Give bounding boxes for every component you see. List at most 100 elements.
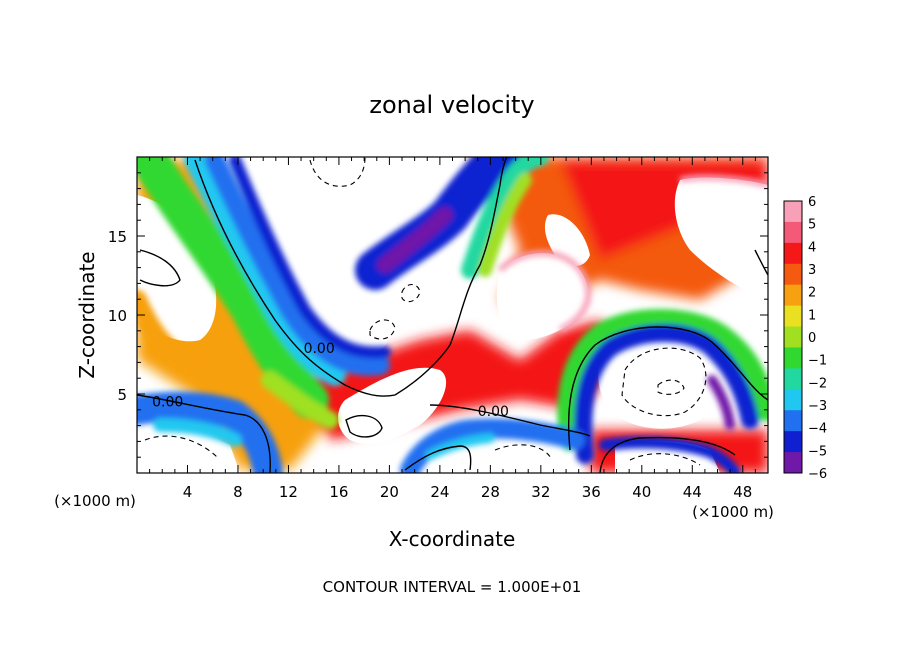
contour-zero-bottom [404,445,472,471]
white-left [137,195,217,342]
contour-dash-top [309,157,366,187]
x-tick-label: 36 [582,483,601,501]
colorbar-swatch [784,221,802,244]
colorbar-frame [783,200,803,474]
x-unit-left: (×1000 m) [54,492,136,510]
x-axis-label: X-coordinate [389,527,516,551]
white-center-lower [338,367,447,445]
contour-zero-center [394,157,508,396]
halos [497,174,768,333]
x-tick-label: 20 [380,483,399,501]
colorbar-swatch [784,263,802,286]
x-unit-right: (×1000 m) [692,503,774,521]
colorbar-label: −2 [808,376,827,391]
band-navy-left [229,157,391,359]
contours [137,157,768,473]
chart-title: zonal velocity [369,91,534,119]
band-jet-cyan [461,157,549,279]
x-tick-label: 8 [233,483,243,501]
contour-labels: 0.00 0.00 0.00 [152,341,509,420]
contour-zero-left [194,159,396,397]
plot-area: 0.00 0.00 0.00 [137,157,768,473]
y-axis-label: Z-coordinate [75,251,99,378]
band-blue-left [205,157,390,376]
colorbar-label: −4 [808,422,827,437]
x-tick-label: 40 [632,483,651,501]
contour-dash-center-1 [369,319,396,340]
y-tick-label: 15 [108,228,127,246]
colorbar-label: 2 [808,286,816,301]
colorbar-swatch [784,410,802,432]
contour-label: 0.00 [478,404,509,420]
y-tick-label: 10 [108,307,127,325]
contour-dash-loop-inner [657,379,685,395]
colorbar-label: 6 [808,195,816,210]
contour-zero-lower [429,404,591,437]
contour-zero-loop [567,326,768,451]
colorbar-swatch [784,389,802,411]
halo-center-right [497,250,592,333]
colorbar-label: −5 [808,444,827,459]
colorbar-label: 5 [808,218,816,233]
colorbar-label: −6 [808,467,827,482]
colorbar-swatch [784,452,802,474]
saturated-regions [137,157,768,473]
band-bottom-right-blue [599,436,741,473]
colorbar-swatch [784,284,802,307]
contour-label: 0.00 [304,341,335,357]
band-lower-center-blue [400,418,585,473]
contour-small-1 [139,249,181,287]
contour-dash-center-2 [401,283,421,303]
footer-contour-interval: CONTOUR INTERVAL = 1.000E+01 [323,578,582,596]
colorbar-label: −1 [808,354,827,369]
contour-small-2 [754,249,768,276]
y-tick-label: 5 [117,386,127,404]
white-right-upper [674,177,768,300]
band-jet-purple [377,207,453,273]
contour-zero-left-low [137,394,271,473]
white-right-loop [598,331,723,429]
x-tick-label: 24 [430,483,449,501]
band-green-left [137,157,329,419]
contour-dash-bottom-right [629,453,701,466]
band-loop-purple [707,375,735,430]
x-tick-label: 12 [279,483,298,501]
colorbar-swatch [784,326,802,348]
x-tick-label: 44 [683,483,702,501]
x-tick-label: 4 [183,483,193,501]
colorbar-swatch [784,305,802,328]
colorbar-swatch [784,431,802,453]
x-tick-label: 28 [481,483,500,501]
bands [137,157,768,473]
x-tick-label: 16 [329,483,348,501]
white-center-right [496,253,589,340]
contour-dash-loop [621,347,707,417]
band-loop-blue [574,324,759,464]
colorbar-swatch [784,201,802,223]
contour-bottom-right [599,436,736,473]
contour-label: 0.00 [152,395,183,411]
colorbar: 6 5 4 3 2 1 0 −1 −2 −3 −4 −5 −6 [783,195,827,482]
band-cyan-left [184,157,346,386]
halo-upper-right [679,174,768,188]
colorbar-label: 1 [808,308,816,323]
band-center-green [261,371,339,429]
contour-dash-bottom-left [144,435,219,459]
colorbar-label: −3 [808,399,827,414]
band-left-edge [137,290,195,370]
band-lower-blue [137,391,283,473]
colorbar-swatch [784,368,802,390]
colorbar-label: 0 [808,331,816,346]
contour-small-3 [345,414,383,438]
band-jet-green [478,173,532,277]
colorbar-label: 4 [808,240,816,255]
band-loop-green [557,309,768,451]
colorbar-swatch [784,347,802,369]
band-lower-cyan [153,418,242,447]
colorbar-swatch [784,242,802,265]
colorbar-label: 3 [808,263,816,278]
x-tick-label: 48 [733,483,752,501]
contours-dashed [144,157,707,466]
